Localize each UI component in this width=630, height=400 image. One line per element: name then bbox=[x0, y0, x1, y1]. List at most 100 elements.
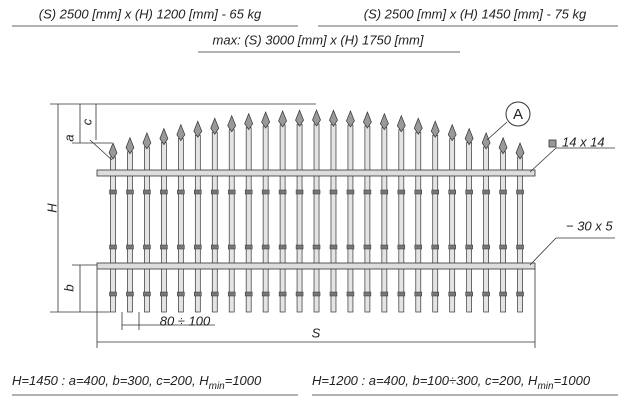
knuckle bbox=[448, 244, 456, 250]
spear bbox=[193, 120, 203, 138]
knuckle bbox=[244, 189, 253, 195]
fence bbox=[108, 109, 525, 313]
spear bbox=[464, 127, 474, 146]
knuckle bbox=[516, 291, 524, 297]
knuckle bbox=[261, 189, 270, 195]
picket bbox=[279, 124, 286, 313]
knuckle bbox=[194, 189, 202, 195]
picket bbox=[364, 125, 371, 313]
knuckle bbox=[499, 189, 507, 195]
spear bbox=[244, 112, 254, 131]
knuckle bbox=[109, 189, 117, 195]
knuckle bbox=[312, 189, 321, 195]
spear bbox=[363, 111, 372, 129]
picket bbox=[415, 131, 422, 313]
knuckle bbox=[397, 189, 406, 195]
knuckle bbox=[244, 244, 253, 250]
top-rail bbox=[96, 169, 536, 177]
dim-s: S bbox=[312, 325, 321, 340]
knuckle bbox=[109, 244, 117, 250]
detail-circle bbox=[505, 101, 531, 127]
knuckle bbox=[380, 244, 389, 250]
knuckle bbox=[194, 291, 202, 297]
spear bbox=[346, 109, 355, 128]
picket bbox=[466, 142, 473, 313]
picket bbox=[177, 138, 184, 313]
knuckle bbox=[295, 189, 304, 195]
knuckle bbox=[346, 244, 355, 250]
picket bbox=[313, 123, 320, 313]
knuckle bbox=[414, 291, 423, 297]
spear bbox=[159, 127, 169, 146]
knuckle bbox=[329, 291, 338, 297]
knuckle bbox=[160, 291, 168, 297]
knuckle bbox=[482, 244, 490, 250]
footer-tail: =1000 bbox=[225, 373, 262, 388]
knuckle bbox=[346, 189, 355, 195]
spear bbox=[125, 136, 135, 155]
knuckle bbox=[109, 291, 117, 297]
knuckle bbox=[211, 291, 219, 297]
knuckle bbox=[346, 291, 355, 297]
picket bbox=[194, 134, 201, 313]
picket bbox=[347, 124, 354, 313]
knuckle bbox=[516, 244, 524, 250]
picket bbox=[517, 156, 523, 313]
knuckle bbox=[295, 291, 304, 297]
knuckle bbox=[465, 189, 473, 195]
knuckle bbox=[482, 189, 490, 195]
picket bbox=[449, 138, 456, 313]
knuckle bbox=[177, 291, 185, 297]
dim-h: H bbox=[44, 203, 59, 213]
knuckle bbox=[397, 244, 406, 250]
square-icon bbox=[548, 139, 557, 148]
spear bbox=[329, 109, 338, 127]
knuckle bbox=[227, 189, 236, 195]
knuckle bbox=[363, 244, 372, 250]
knuckle bbox=[431, 189, 439, 195]
knuckle bbox=[482, 291, 490, 297]
knuckle bbox=[194, 244, 202, 250]
knuckle bbox=[414, 244, 423, 250]
knuckle bbox=[363, 189, 372, 195]
knuckle bbox=[465, 244, 473, 250]
picket bbox=[330, 123, 337, 313]
spear bbox=[413, 117, 423, 135]
dim-a: a bbox=[61, 134, 76, 141]
picket bbox=[110, 156, 116, 313]
spear bbox=[498, 136, 508, 155]
picket bbox=[296, 123, 303, 313]
knuckle bbox=[380, 291, 389, 297]
knuckle bbox=[499, 291, 507, 297]
spear bbox=[379, 112, 389, 131]
spear bbox=[108, 142, 118, 160]
knuckle bbox=[431, 291, 439, 297]
footer-text: H=1450 : a=400, b=300, c=200, H bbox=[12, 373, 209, 388]
knuckle bbox=[499, 244, 507, 250]
footer-text: H=1200 : a=400, b=100÷300, c=200, H bbox=[312, 373, 538, 388]
picket bbox=[245, 127, 252, 313]
dim-b: b bbox=[61, 284, 76, 291]
knuckle bbox=[126, 244, 134, 250]
knuckle bbox=[177, 244, 185, 250]
knuckle bbox=[516, 189, 524, 195]
knuckle bbox=[278, 291, 287, 297]
knuckle bbox=[211, 189, 219, 195]
dimensions bbox=[50, 103, 615, 348]
picket bbox=[211, 131, 218, 313]
spear bbox=[515, 142, 525, 160]
knuckle bbox=[363, 291, 372, 297]
knuckle bbox=[126, 291, 134, 297]
knuckle bbox=[244, 291, 253, 297]
footer-sub: min bbox=[537, 381, 554, 392]
knuckle bbox=[329, 244, 338, 250]
footer-right: H=1200 : a=400, b=100÷300, c=200, Hmin=1… bbox=[312, 373, 591, 391]
header-max: max: (S) 3000 [mm] x (H) 1750 [mm] bbox=[213, 32, 424, 47]
spear bbox=[227, 114, 237, 133]
spear bbox=[396, 114, 406, 133]
footer-tail: =1000 bbox=[554, 373, 591, 388]
rail-bottom-label: − 30 x 5 bbox=[566, 218, 613, 233]
knuckle bbox=[227, 244, 236, 250]
picket bbox=[432, 134, 439, 313]
